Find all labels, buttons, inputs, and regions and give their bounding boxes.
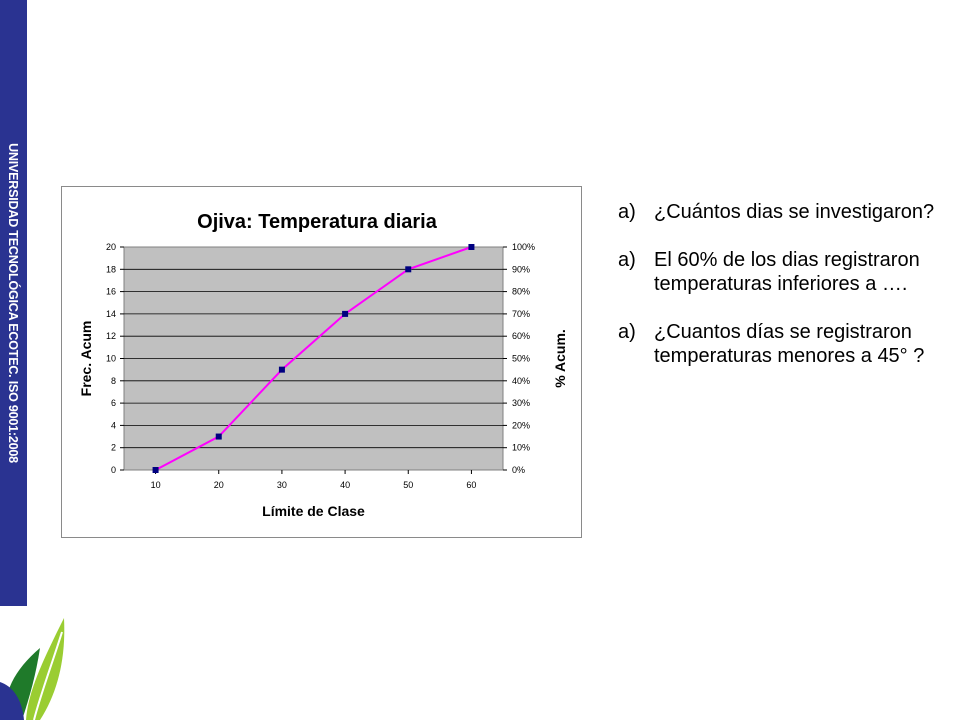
y-tick-label: 4 [111, 420, 116, 430]
x-tick-label: 30 [277, 480, 287, 490]
question-item: a) El 60% de los dias registraron temper… [618, 248, 948, 296]
question-text: ¿Cuantos días se registraron temperatura… [654, 321, 925, 367]
y2-tick-label: 60% [512, 331, 530, 341]
x-tick-label: 50 [403, 480, 413, 490]
y2-tick-label: 30% [512, 398, 530, 408]
question-text: ¿Cuántos dias se investigaron? [654, 201, 935, 223]
ogive-chart: Ojiva: Temperatura diaria 0 2 4 6 8 10 12 14 16 1… [78, 211, 568, 519]
y2-tick-label: 20% [512, 420, 530, 430]
y-tick-label: 16 [106, 287, 116, 297]
chart-title: Ojiva: Temperatura diaria [197, 211, 438, 233]
y2-tick-label: 100% [512, 242, 535, 252]
question-item: a) ¿Cuantos días se registraron temperat… [618, 320, 948, 368]
data-point [278, 366, 285, 373]
y-tick-label: 2 [111, 443, 116, 453]
x-axis-label: Límite de Clase [262, 503, 365, 519]
y2-tick-label: 0% [512, 465, 525, 475]
question-item: a) ¿Cuántos dias se investigaron? [618, 200, 948, 224]
y2-tick-label: 90% [512, 264, 530, 274]
y-tick-label: 10 [106, 354, 116, 364]
leaf-logo-icon [0, 618, 65, 720]
question-list: a) ¿Cuántos dias se investigaron? a) El … [618, 200, 948, 392]
sidebar-banner-text: UNIVERSIDAD TECNOLÓGICA ECOTEC. ISO 9001… [6, 143, 20, 463]
data-point [342, 310, 349, 317]
y-tick-label: 8 [111, 376, 116, 386]
y-tick-label: 14 [106, 309, 116, 319]
sidebar-banner: UNIVERSIDAD TECNOLÓGICA ECOTEC. ISO 9001… [0, 0, 27, 606]
y2-tick-label: 70% [512, 309, 530, 319]
question-marker: a) [618, 249, 636, 271]
y2-axis-label: % Acum. [552, 329, 568, 388]
y2-tick-label: 50% [512, 354, 530, 364]
x-tick-label: 40 [340, 480, 350, 490]
x-tick-label: 60 [466, 480, 476, 490]
chart-frame: Ojiva: Temperatura diaria 0 2 4 6 8 10 12 14 16 1… [61, 186, 582, 538]
x-tick-label: 10 [151, 480, 161, 490]
y2-tick-label: 80% [512, 287, 530, 297]
x-tick-label: 20 [214, 480, 224, 490]
question-marker: a) [618, 321, 636, 343]
data-point [405, 266, 412, 273]
question-marker: a) [618, 201, 636, 223]
data-point [468, 244, 475, 250]
y-tick-label: 20 [106, 242, 116, 252]
y-tick-label: 0 [111, 465, 116, 475]
series-line [155, 246, 472, 471]
data-point [152, 467, 159, 473]
y-tick-label: 6 [111, 398, 116, 408]
y-axis-label: Frec. Acum [78, 321, 94, 397]
y-tick-label: 12 [106, 331, 116, 341]
question-text: El 60% de los dias registraron temperatu… [654, 249, 920, 295]
y2-tick-label: 40% [512, 376, 530, 386]
y-tick-label: 18 [106, 264, 116, 274]
data-point [215, 433, 222, 440]
y2-tick-label: 10% [512, 443, 530, 453]
